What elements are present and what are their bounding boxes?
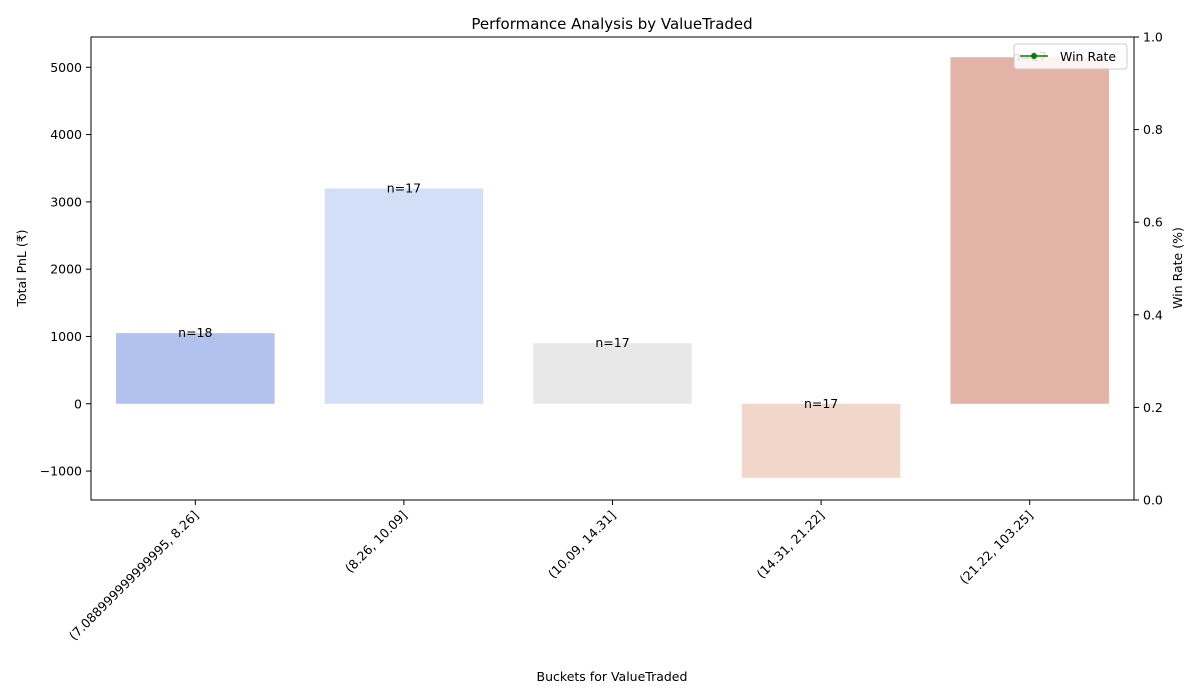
- y-tick-label: 1000: [50, 329, 82, 344]
- y-tick-label: −1000: [40, 464, 82, 479]
- y-tick-label: 3000: [50, 194, 82, 209]
- x-tick-label: (7.088999999999995, 8.26]: [66, 508, 202, 644]
- bar: [950, 57, 1109, 404]
- y2-tick-label: 0.6: [1143, 215, 1163, 230]
- y-tick-label: 2000: [50, 262, 82, 277]
- y2-tick-label: 0.8: [1143, 122, 1163, 137]
- left-y-axis-ticks: −1000 0 1000 2000 3000 4000 5000: [40, 60, 91, 479]
- bar: [741, 403, 901, 478]
- y-tick-label: 4000: [50, 127, 82, 142]
- y2-tick-label: 0.2: [1143, 400, 1163, 415]
- bar: [533, 343, 692, 404]
- y-tick-label: 5000: [50, 60, 82, 75]
- legend-point-marker: [1031, 53, 1037, 59]
- x-tick-label: (8.26, 10.09]: [342, 508, 410, 576]
- chart-title: Performance Analysis by ValueTraded: [471, 15, 752, 33]
- bar: [324, 188, 484, 404]
- count-label: n=17: [804, 396, 838, 411]
- legend-box: [1013, 43, 1128, 70]
- legend-label: Win Rate: [1060, 49, 1116, 64]
- y-tick-label: 0: [74, 396, 82, 411]
- y2-axis-label: Win Rate (%): [1170, 227, 1185, 309]
- bar: [116, 333, 275, 404]
- legend: Win Rate: [1013, 43, 1128, 70]
- x-axis-ticks: (7.088999999999995, 8.26] (8.26, 10.09] (1…: [66, 500, 1036, 643]
- x-tick-label: (21.22, 103.25]: [956, 508, 1035, 587]
- right-y-axis-ticks: 0.0 0.2 0.4 0.6 0.8 1.0: [1134, 30, 1163, 508]
- count-label: n=17: [387, 180, 421, 195]
- x-axis-label: Buckets for ValueTraded: [537, 669, 688, 684]
- y-axis-label: Total PnL (₹): [14, 229, 29, 307]
- y2-tick-label: 0.0: [1143, 493, 1163, 508]
- bars-layer: [116, 57, 1109, 478]
- y2-tick-label: 1.0: [1143, 30, 1163, 45]
- y2-tick-label: 0.4: [1143, 307, 1163, 322]
- count-label: n=17: [595, 335, 629, 350]
- count-label: n=18: [178, 325, 212, 340]
- count-labels-layer: n=18n=17n=17n=17n=17: [178, 49, 1047, 411]
- x-tick-label: (10.09, 14.31]: [545, 508, 619, 582]
- x-tick-label: (14.31, 21.22]: [753, 508, 827, 582]
